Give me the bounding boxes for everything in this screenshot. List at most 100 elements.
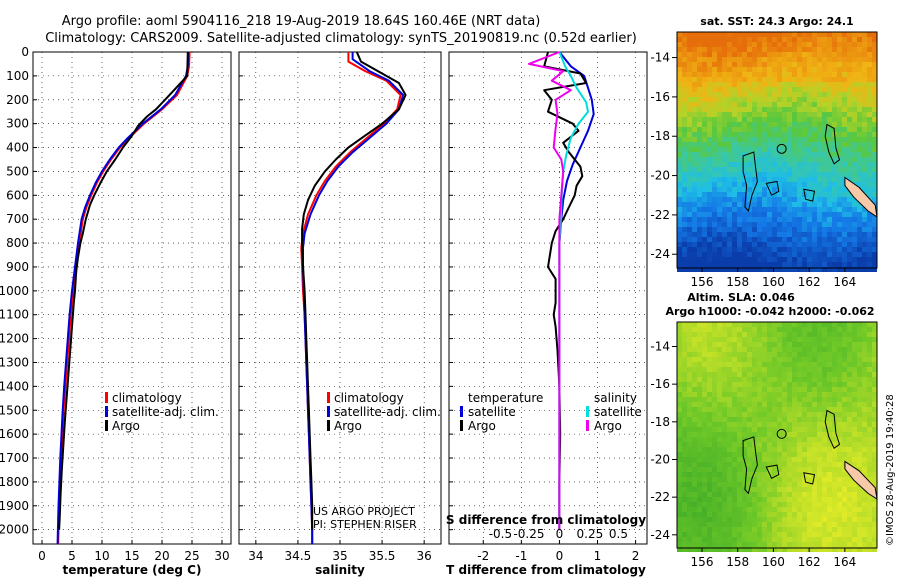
map-cell: [862, 122, 867, 127]
map-cell: [792, 52, 797, 57]
map-cell: [822, 372, 827, 377]
map-cell: [717, 387, 722, 392]
map-cell: [852, 382, 857, 387]
map-cell: [762, 102, 767, 107]
map-cell: [782, 352, 787, 357]
map-cell: [842, 47, 847, 52]
map-cell: [867, 107, 872, 112]
map-cell: [872, 512, 877, 517]
map-cell: [807, 367, 812, 372]
map-cell: [867, 417, 872, 422]
map-cell: [842, 232, 847, 237]
map-cell: [812, 432, 817, 437]
map-cell: [772, 482, 777, 487]
map-cell: [687, 477, 692, 482]
map-cell: [797, 327, 802, 332]
sla-map: Altim. SLA: 0.046 Argo h1000: -0.042 h20…: [650, 291, 878, 569]
map-cell: [702, 547, 707, 552]
map-cell: [702, 487, 707, 492]
map-cell: [792, 217, 797, 222]
map-cell: [732, 232, 737, 237]
map-cell: [817, 222, 822, 227]
map-cell: [712, 367, 717, 372]
map-cell: [807, 42, 812, 47]
map-cell: [847, 432, 852, 437]
map-cell: [847, 497, 852, 502]
map-cell: [712, 47, 717, 52]
map-cell: [802, 417, 807, 422]
map-cell: [707, 357, 712, 362]
map-cell: [852, 102, 857, 107]
map-cell: [847, 357, 852, 362]
map-cell: [837, 197, 842, 202]
map-cell: [842, 417, 847, 422]
map-cell: [792, 137, 797, 142]
map-cell: [872, 37, 877, 42]
map-cell: [762, 432, 767, 437]
map-cell: [712, 222, 717, 227]
map-cell: [817, 237, 822, 242]
map-cell: [742, 262, 747, 267]
map-cell: [682, 192, 687, 197]
map-cell: [712, 422, 717, 427]
map-cell: [837, 62, 842, 67]
map-cell: [807, 407, 812, 412]
map-cell: [807, 177, 812, 182]
map-cell: [767, 352, 772, 357]
map-cell: [847, 122, 852, 127]
map-cell: [687, 147, 692, 152]
map-cell: [857, 392, 862, 397]
map-cell: [812, 172, 817, 177]
map-cell: [822, 447, 827, 452]
map-cell: [747, 117, 752, 122]
map-cell: [772, 57, 777, 62]
map-cell: [872, 252, 877, 257]
map-cell: [697, 232, 702, 237]
map-cell: [832, 247, 837, 252]
map-cell: [747, 357, 752, 362]
legend-marker-s-satellite: [586, 406, 589, 417]
map-cell: [847, 547, 852, 552]
map-cell: [782, 82, 787, 87]
map-cell: [827, 77, 832, 82]
map-cell: [787, 327, 792, 332]
map-cell: [772, 107, 777, 112]
map-cell: [727, 42, 732, 47]
map-cell: [742, 157, 747, 162]
map-cell: [867, 72, 872, 77]
map-cell: [787, 427, 792, 432]
map-cell: [757, 157, 762, 162]
map-cell: [752, 387, 757, 392]
map-cell: [792, 457, 797, 462]
map-cell: [682, 207, 687, 212]
map-cell: [722, 332, 727, 337]
map-cell: [832, 382, 837, 387]
map-cell: [767, 322, 772, 327]
map-cell: [757, 267, 762, 272]
map-cell: [717, 397, 722, 402]
map-cell: [742, 147, 747, 152]
map-cell: [762, 472, 767, 477]
map-cell: [852, 232, 857, 237]
map-cell: [727, 262, 732, 267]
map-cell: [792, 347, 797, 352]
map-cell: [852, 397, 857, 402]
map-cell: [787, 247, 792, 252]
map-cell: [812, 232, 817, 237]
map-cell: [807, 477, 812, 482]
map-cell: [872, 372, 877, 377]
map-cell: [802, 362, 807, 367]
map-cell: [837, 332, 842, 337]
map-cell: [802, 502, 807, 507]
map-cell: [827, 377, 832, 382]
map-cell: [837, 232, 842, 237]
map-cell: [757, 542, 762, 547]
map-cell: [702, 222, 707, 227]
map-cell: [807, 322, 812, 327]
map-cell: [692, 347, 697, 352]
map-cell: [727, 532, 732, 537]
map-cell: [727, 332, 732, 337]
map-cell: [787, 72, 792, 77]
map-cell: [722, 252, 727, 257]
map-cell: [702, 527, 707, 532]
